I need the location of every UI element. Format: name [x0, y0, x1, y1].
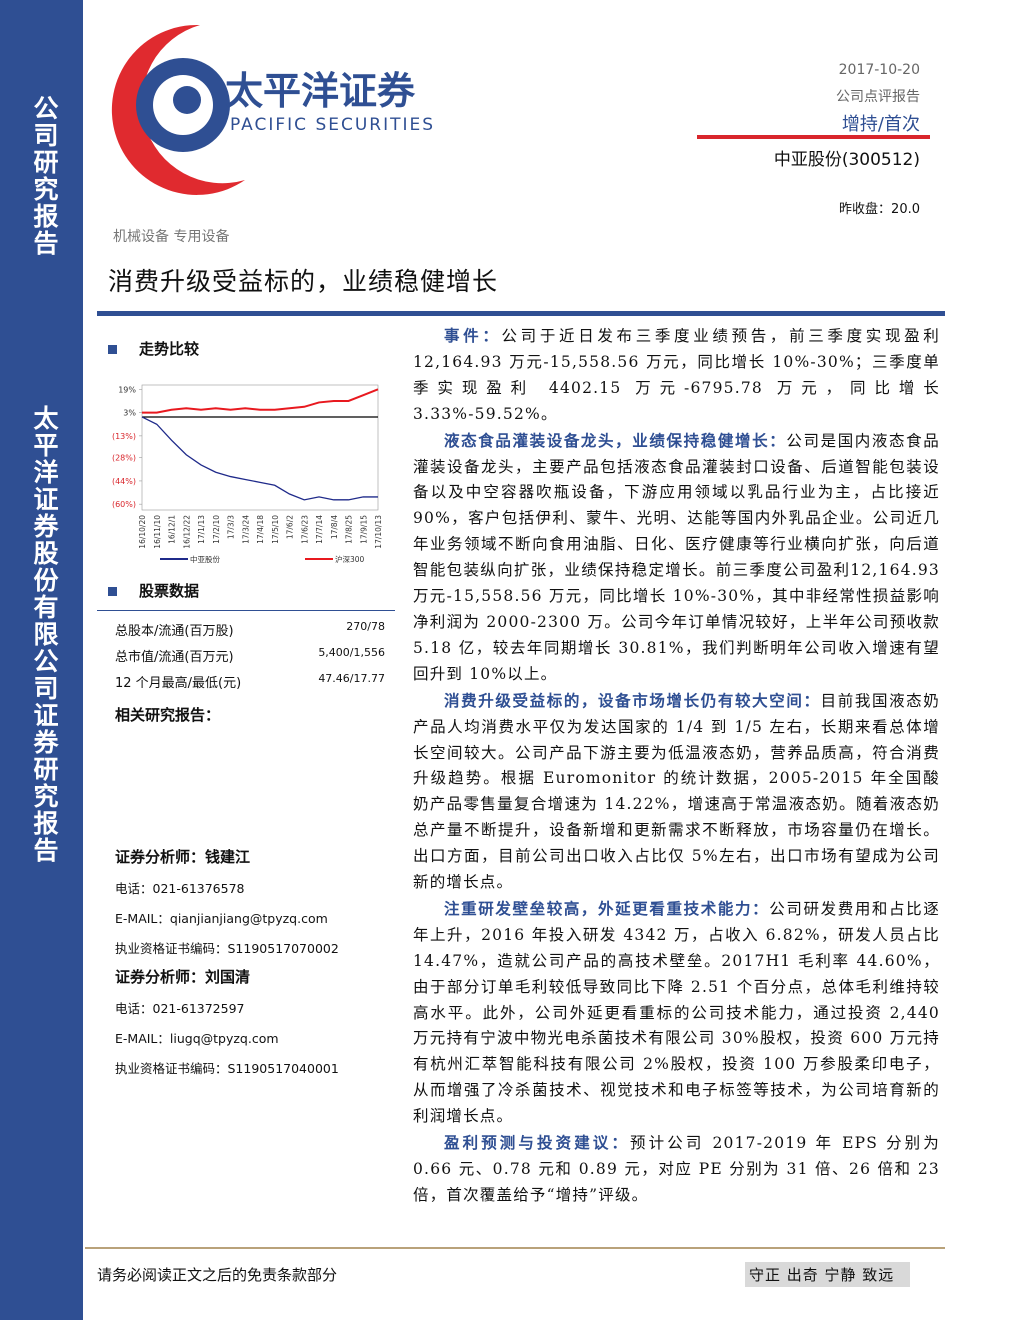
date: 2017-10-20 [838, 62, 920, 78]
paragraph-text: 公司于近日发布三季度业绩预告，前三季度实现盈利12,164.93 万元-15,5… [413, 327, 940, 423]
logo: 太平洋证券 PACIFIC SECURITIES [111, 24, 435, 195]
x-tick-label: 17/1/13 [197, 515, 206, 544]
paragraph: 消费升级受益标的，设备市场增长仍有较大空间：目前我国液态奶产品人均消费水平仅为发… [413, 688, 940, 896]
body: 事件：公司于近日发布三季度业绩预告，前三季度实现盈利12,164.93 万元-1… [413, 323, 940, 1208]
report-title: 消费升级受益标的，业绩稳健增长 [108, 267, 499, 296]
data-row: 总市值/流通(百万元) 5,400/1,556 [115, 646, 385, 665]
sidebar-top: 公司研究报告 [30, 95, 59, 257]
paragraph: 注重研发壁垒较高，外延更看重技术能力：公司研发费用和占比逐年上升，2016 年投… [413, 896, 940, 1130]
row-value: 270/78 [346, 620, 385, 633]
plot-frame [141, 384, 379, 511]
paragraph: 盈利预测与投资建议：预计公司 2017-2019 年 EPS 分别为 0.66 … [413, 1130, 940, 1208]
row-label: 总市值/流通(百万元) [115, 650, 234, 665]
industry: 机械设备 专用设备 [113, 229, 230, 245]
data-row: 12 个月最高/最低(元) 47.46/17.77 [115, 672, 385, 691]
divider [85, 1247, 945, 1249]
paragraph: 事件：公司于近日发布三季度业绩预告，前三季度实现盈利12,164.93 万元-1… [413, 323, 940, 428]
paragraph-lead: 盈利预测与投资建议： [444, 1133, 631, 1153]
paragraph-text: 公司是国内液态食品灌装设备龙头，主要产品包括液态食品灌装封口设备、后道智能包装设… [413, 431, 940, 683]
legend-label: 沪深300 [335, 554, 365, 564]
analyst-cert: 执业资格证书编码：S1190517040001 [115, 1061, 339, 1076]
series-line [141, 416, 378, 501]
analyst-cert: 执业资格证书编码：S1190517070002 [115, 941, 339, 956]
analyst-phone: 电话：021-61372597 [115, 1001, 245, 1016]
analyst-title: 证券分析师：刘国清 [115, 968, 251, 986]
x-tick-label: 17/4/18 [256, 515, 265, 544]
row-value: 5,400/1,556 [318, 646, 385, 659]
row-value: 47.46/17.77 [318, 672, 385, 685]
section-title: 走势比较 [108, 338, 199, 359]
y-tick-label: (44%) [112, 477, 136, 486]
sidebar: 公司研究报告 太平洋证券股份有限公司证券研究报告 [0, 0, 83, 1320]
y-tick-label: (13%) [112, 432, 136, 441]
y-tick-label: 3% [123, 409, 136, 418]
section-title: 股票数据 [108, 580, 199, 601]
legend-label: 中亚股份 [190, 554, 220, 564]
analyst-title: 证券分析师：钱建江 [115, 848, 251, 866]
x-tick-label: 17/8/4 [330, 515, 339, 539]
x-tick-label: 17/3/3 [227, 515, 236, 539]
x-tick-label: 17/5/10 [271, 515, 280, 544]
related: 相关研究报告： [115, 706, 221, 724]
paragraph-lead: 注重研发壁垒较高，外延更看重技术能力： [444, 898, 770, 918]
x-tick-label: 16/12/1 [168, 515, 177, 544]
divider [97, 311, 945, 316]
sidebar-middle: 太平洋证券股份有限公司证券研究报告 [30, 405, 59, 864]
y-tick-label: 19% [118, 385, 136, 394]
divider [97, 610, 395, 611]
x-tick-label: 17/3/24 [241, 515, 250, 544]
y-tick-label: (60%) [112, 500, 136, 509]
y-tick-label: (28%) [112, 454, 136, 463]
x-tick-label: 16/10/20 [138, 515, 147, 549]
logo-cn: 太平洋证券 [225, 69, 416, 113]
data-row: 总股本/流通(百万股) 270/78 [115, 620, 385, 639]
x-tick-label: 17/9/15 [359, 515, 368, 544]
paragraph-lead: 液态食品灌装设备龙头，业绩保持稳健增长： [444, 430, 787, 450]
x-tick-label: 16/12/22 [182, 515, 191, 549]
x-tick-label: 16/11/10 [153, 515, 162, 549]
analyst-email: E-MAIL：qianjianjiang@tpyzq.com [115, 911, 328, 926]
analyst-email: E-MAIL：liugq@tpyzq.com [115, 1031, 279, 1046]
chart-title: 走势比较 [139, 340, 200, 358]
analyst-phone: 电话：021-61376578 [115, 881, 245, 896]
paragraph: 液态食品灌装设备龙头，业绩保持稳健增长：公司是国内液态食品灌装设备龙头，主要产品… [413, 428, 940, 688]
x-tick-label: 17/7/14 [315, 515, 324, 544]
x-tick-label: 17/6/23 [300, 515, 309, 544]
motto: 守正 出奇 宁静 致远 [745, 1262, 910, 1287]
disclaimer: 请务必阅读正文之后的免责条款部分 [97, 1266, 338, 1284]
paragraph-lead: 事件： [444, 326, 502, 345]
paragraph-text: 预计公司 2017-2019 年 EPS 分别为 0.66 元、0.78 元和 … [413, 1134, 940, 1204]
report-type: 公司点评报告 [836, 89, 920, 105]
x-tick-label: 17/2/10 [212, 515, 221, 544]
paragraph-text: 目前我国液态奶产品人均消费水平仅为发达国家的 1/4 到 1/5 左右，长期来看… [413, 691, 940, 892]
paragraph-lead: 消费升级受益标的，设备市场增长仍有较大空间： [444, 690, 821, 710]
rating: 增持/首次 [841, 114, 920, 135]
x-tick-label: 17/6/2 [286, 515, 295, 539]
row-label: 总股本/流通(百万股) [115, 624, 234, 639]
chart: 19% 3% (13%) (28%) (44%) (60%)16/10/20 16/11/1… [112, 384, 383, 564]
paragraph-text: 公司研发费用和占比逐年上升，2016 年投入研发 4342 万，占收入 6.82… [413, 899, 940, 1126]
row-label: 12 个月最高/最低(元) [115, 676, 242, 691]
series-line [142, 388, 379, 414]
x-tick-label: 17/8/25 [345, 515, 354, 544]
logo-en: PACIFIC SECURITIES [230, 115, 435, 135]
divider [697, 135, 930, 139]
stock-data-title: 股票数据 [139, 582, 200, 600]
stock: 中亚股份(300512) [773, 150, 920, 170]
x-tick-label: 17/10/13 [374, 515, 383, 549]
close-price: 昨收盘：20.0 [839, 202, 920, 217]
